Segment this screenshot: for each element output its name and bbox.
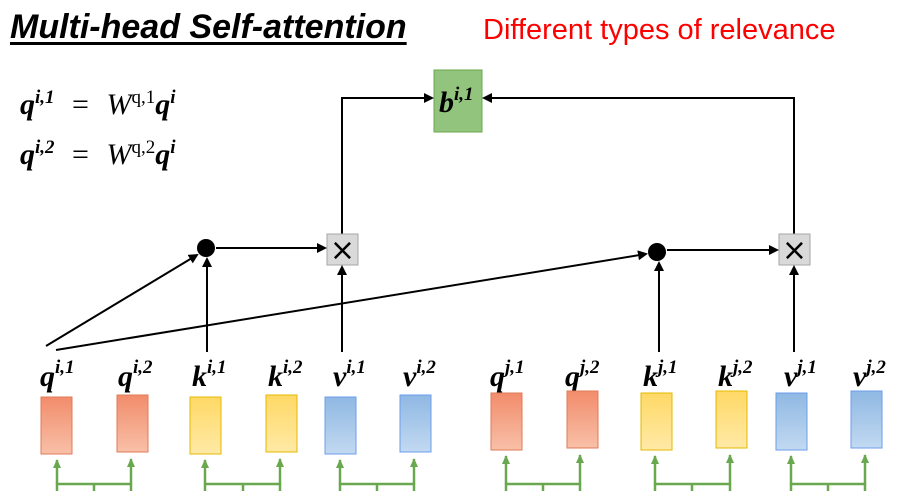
vector-box-k-i1 <box>189 396 222 455</box>
vector-box-v-j1 <box>775 392 808 451</box>
eq2-rhs-base: q <box>155 138 171 171</box>
vector-box-k-i2 <box>265 394 298 453</box>
eq2-lhs-sup: i,2 <box>35 137 55 158</box>
arrow-mult1-to-output <box>341 93 434 238</box>
equation-q-i-2: qi,2 = Wq,2qi <box>20 138 175 172</box>
eq1-w-sup: q,1 <box>131 87 156 108</box>
label-k-j2-sup: j,2 <box>730 357 753 378</box>
label-v-j1-sup: j,1 <box>794 357 817 378</box>
vector-box-q-i2 <box>116 394 149 453</box>
page-title: Multi-head Self-attention <box>10 8 407 46</box>
label-k-i1: ki,1 <box>192 357 227 393</box>
label-v-i1-base: v <box>333 360 347 393</box>
label-q-i2: qi,2 <box>118 357 153 393</box>
label-v-j2: vj,2 <box>853 357 886 393</box>
label-k-i1-sup: i,1 <box>207 357 227 378</box>
eq1-lhs-base: q <box>20 88 35 121</box>
arrow-q-i1-to-dot-i <box>45 253 199 347</box>
eq1-rhs-sup: i <box>170 87 176 108</box>
vector-labels: qi,1 qi,2 ki,1 ki,2 vi,1 vi,2 qj,1 qj,2 … <box>40 357 886 393</box>
vector-box-v-i1 <box>324 396 357 455</box>
arrow-q-i1-to-dot-j <box>55 250 648 351</box>
connector-k-i <box>203 482 282 491</box>
eq2-rhs-sup: i <box>170 137 176 158</box>
label-q-i1-sup: i,1 <box>55 357 75 378</box>
connector-v-i <box>338 482 416 491</box>
split-connectors <box>53 454 869 491</box>
label-k-j1-base: k <box>643 360 658 393</box>
connector-q-j <box>504 482 582 491</box>
label-q-j2: qj,2 <box>565 357 600 393</box>
label-k-j1-sup: j,1 <box>655 357 678 378</box>
label-v-i2-base: v <box>403 360 417 393</box>
subtitle-relevance: Different types of relevance <box>483 14 836 46</box>
equation-q-i-1: qi,1 = Wq,1qi <box>20 88 175 122</box>
label-k-j2-base: k <box>718 360 733 393</box>
output-b-label: bi,1 <box>439 84 474 119</box>
eq1-lhs-sup: i,1 <box>35 87 55 108</box>
connector-k-j <box>653 482 732 491</box>
label-v-j1-base: v <box>784 360 798 393</box>
multiply-symbol-i: × <box>330 233 355 268</box>
label-k-i2: ki,2 <box>268 357 303 393</box>
label-k-i2-base: k <box>268 360 283 393</box>
label-v-i1: vi,1 <box>333 357 366 393</box>
arrow-mult2-to-output <box>482 93 795 238</box>
label-k-j2: kj,2 <box>718 357 753 393</box>
connector-q-i <box>55 482 133 491</box>
label-q-j1: qj,1 <box>490 357 525 393</box>
vector-boxes <box>40 390 883 455</box>
label-v-i1-sup: i,1 <box>346 357 366 378</box>
vector-box-k-j2 <box>715 390 748 449</box>
dot-product-node-j <box>648 243 666 261</box>
connector-v-j <box>789 482 867 491</box>
label-v-i2-sup: i,2 <box>416 357 436 378</box>
output-b-sup: i,1 <box>454 84 474 105</box>
vector-box-q-j2 <box>566 390 599 449</box>
output-b-box <box>433 69 483 133</box>
label-q-j1-sup: j,1 <box>502 357 525 378</box>
eq2-lhs-base: q <box>20 138 35 171</box>
label-q-j2-base: q <box>565 360 580 393</box>
label-q-j2-sup: j,2 <box>577 357 600 378</box>
output-b-base: b <box>439 86 454 119</box>
label-k-i2-sup: i,2 <box>283 357 303 378</box>
label-v-j2-base: v <box>853 360 867 393</box>
eq1-rhs-base: q <box>155 88 171 121</box>
vector-box-v-j2 <box>850 390 883 449</box>
label-v-j1: vj,1 <box>784 357 817 393</box>
label-q-i2-sup: i,2 <box>133 357 153 378</box>
multiply-box-i <box>326 233 359 266</box>
label-v-j2-sup: j,2 <box>863 357 886 378</box>
dot-product-node-i <box>197 239 215 257</box>
label-k-j1: kj,1 <box>643 357 678 393</box>
vector-box-v-i2 <box>399 394 432 453</box>
multiply-box-j <box>778 233 811 266</box>
label-q-i1: qi,1 <box>40 357 75 393</box>
label-q-j1-base: q <box>490 360 505 393</box>
eq2-w-base: W <box>106 138 132 171</box>
eq1-equals: = <box>72 88 89 121</box>
multiply-symbol-j: × <box>782 233 807 268</box>
eq1-w-base: W <box>106 88 132 121</box>
vector-box-q-j1 <box>490 392 523 451</box>
label-q-i1-base: q <box>40 360 55 393</box>
label-v-i2: vi,2 <box>403 357 436 393</box>
vector-box-q-i1 <box>40 396 73 455</box>
eq2-equals: = <box>72 138 89 171</box>
label-k-i1-base: k <box>192 360 207 393</box>
vector-box-k-j1 <box>640 392 673 451</box>
eq2-w-sup: q,2 <box>131 137 156 158</box>
label-q-i2-base: q <box>118 360 133 393</box>
